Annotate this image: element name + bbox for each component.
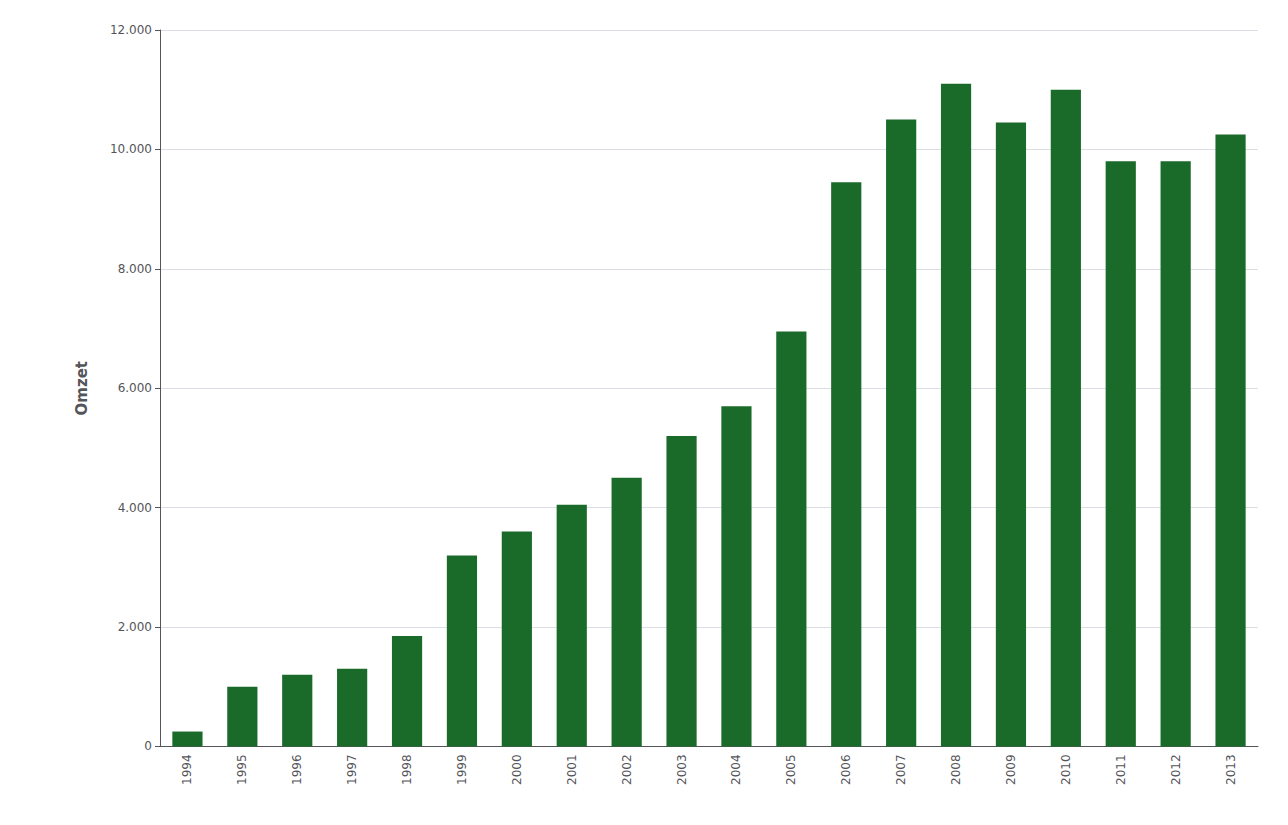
svg-text:6.000: 6.000 — [118, 381, 152, 395]
svg-text:2002: 2002 — [620, 754, 634, 785]
svg-text:2008: 2008 — [949, 754, 963, 785]
svg-text:2001: 2001 — [565, 754, 579, 785]
svg-text:12.000: 12.000 — [110, 23, 152, 37]
svg-text:2005: 2005 — [784, 754, 798, 785]
svg-text:2007: 2007 — [894, 754, 908, 785]
svg-text:2013: 2013 — [1224, 754, 1238, 785]
svg-text:2010: 2010 — [1059, 754, 1073, 785]
svg-text:Omzet: Omzet — [73, 361, 91, 415]
svg-text:1994: 1994 — [180, 754, 194, 785]
svg-text:2000: 2000 — [510, 754, 524, 785]
svg-text:1998: 1998 — [400, 754, 414, 785]
svg-text:10.000: 10.000 — [110, 142, 152, 156]
svg-text:2006: 2006 — [839, 754, 853, 785]
svg-text:4.000: 4.000 — [118, 501, 152, 515]
svg-text:1997: 1997 — [345, 754, 359, 785]
svg-text:2.000: 2.000 — [118, 620, 152, 634]
svg-text:0: 0 — [144, 739, 152, 753]
svg-text:8.000: 8.000 — [118, 262, 152, 276]
svg-text:1999: 1999 — [455, 754, 469, 785]
svg-text:1995: 1995 — [235, 754, 249, 785]
svg-text:2003: 2003 — [675, 754, 689, 785]
svg-text:2012: 2012 — [1169, 754, 1183, 785]
svg-text:2004: 2004 — [729, 754, 743, 785]
svg-text:2009: 2009 — [1004, 754, 1018, 785]
svg-text:1996: 1996 — [290, 754, 304, 785]
svg-text:2011: 2011 — [1114, 754, 1128, 785]
